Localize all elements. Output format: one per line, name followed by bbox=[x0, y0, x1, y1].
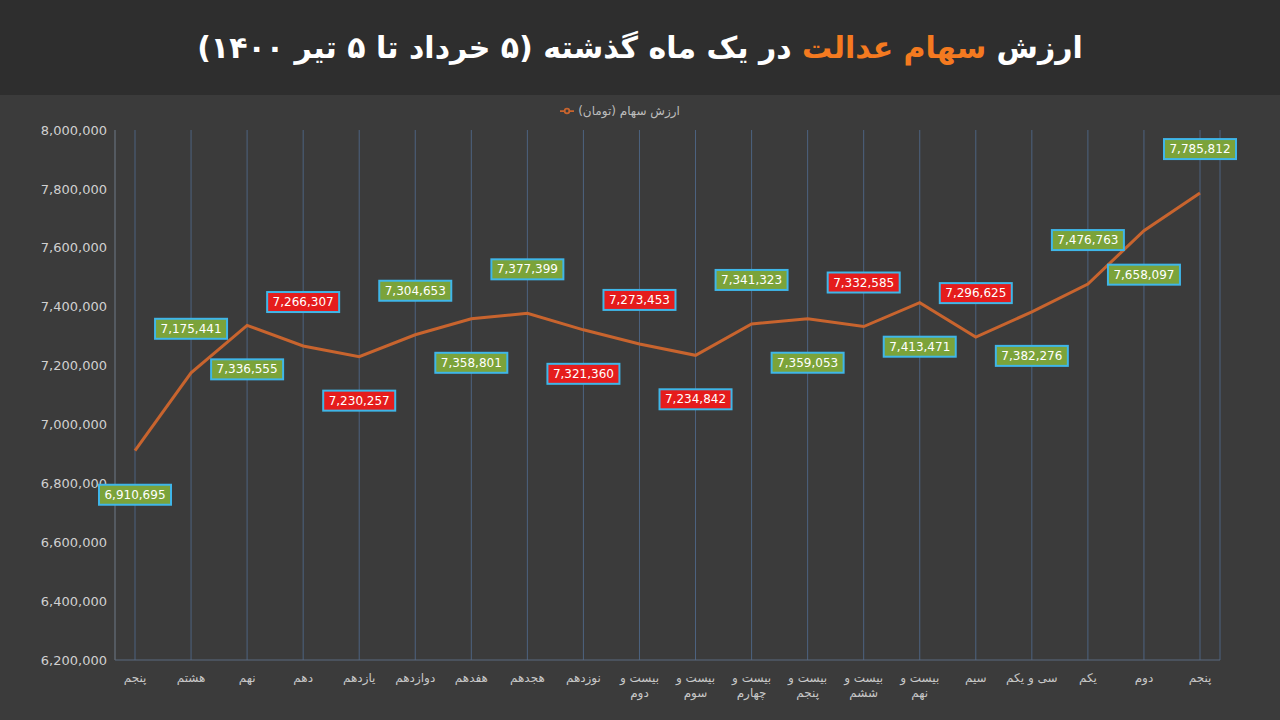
svg-text:بیست و: بیست و bbox=[675, 671, 715, 686]
svg-text:پنجم: پنجم bbox=[124, 671, 147, 685]
svg-text:یازدهم: یازدهم bbox=[343, 671, 375, 686]
svg-text:دهم: دهم bbox=[293, 671, 313, 685]
svg-text:بیست و: بیست و bbox=[843, 671, 883, 686]
svg-text:7,234,842: 7,234,842 bbox=[665, 392, 726, 406]
svg-text:یکم: یکم bbox=[1079, 671, 1097, 685]
svg-text:چهارم: چهارم bbox=[737, 686, 767, 701]
html-text:۵: ۵ bbox=[347, 30, 366, 65]
svg-text:7,341,323: 7,341,323 bbox=[721, 273, 782, 287]
svg-text:7,000,000: 7,000,000 bbox=[41, 417, 107, 432]
svg-text:6,600,000: 6,600,000 bbox=[41, 535, 107, 550]
svg-text:بیست و: بیست و bbox=[619, 671, 659, 686]
svg-text:7,413,471: 7,413,471 bbox=[889, 340, 950, 354]
svg-text:هشتم: هشتم bbox=[177, 671, 206, 685]
html-text:در: در bbox=[758, 30, 792, 65]
svg-text:پنجم: پنجم bbox=[796, 686, 819, 700]
svg-text:7,336,555: 7,336,555 bbox=[217, 362, 278, 376]
html-text:ارزش: ارزش bbox=[996, 30, 1083, 65]
svg-text:6,910,695: 6,910,695 bbox=[104, 488, 165, 502]
html-text:خرداد: خرداد bbox=[409, 30, 491, 65]
svg-text:7,359,053: 7,359,053 bbox=[777, 356, 838, 370]
svg-text:7,230,257: 7,230,257 bbox=[329, 394, 390, 408]
svg-text:7,400,000: 7,400,000 bbox=[41, 299, 107, 314]
html-text:تیر: تیر bbox=[294, 30, 337, 65]
html-text:ارزش سهام (تومان): ارزش سهام (تومان) bbox=[578, 104, 680, 118]
svg-text:سوم: سوم bbox=[684, 686, 708, 701]
svg-text:7,321,360: 7,321,360 bbox=[553, 367, 614, 381]
svg-text:7,296,625: 7,296,625 bbox=[945, 286, 1006, 300]
svg-text:7,600,000: 7,600,000 bbox=[41, 240, 107, 255]
svg-text:7,332,585: 7,332,585 bbox=[833, 276, 894, 290]
svg-text:6,800,000: 6,800,000 bbox=[41, 476, 107, 491]
svg-text:7,304,653: 7,304,653 bbox=[385, 284, 446, 298]
html-text:عدالت: عدالت bbox=[802, 30, 894, 65]
svg-text:سیم: سیم bbox=[965, 671, 987, 685]
svg-text:7,377,399: 7,377,399 bbox=[497, 262, 558, 276]
svg-text:7,200,000: 7,200,000 bbox=[41, 358, 107, 373]
html-text:گذشته: گذشته bbox=[543, 30, 638, 65]
svg-text:7,266,307: 7,266,307 bbox=[273, 295, 334, 309]
svg-text:7,785,812: 7,785,812 bbox=[1169, 142, 1230, 156]
svg-text:هجدهم: هجدهم bbox=[510, 671, 545, 685]
svg-text:دوازدهم: دوازدهم bbox=[395, 671, 435, 686]
html-text:ماه: ماه bbox=[648, 30, 696, 65]
html-text:یک: یک bbox=[706, 30, 749, 65]
svg-text:7,273,453: 7,273,453 bbox=[609, 293, 670, 307]
svg-text:بیست و: بیست و bbox=[731, 671, 771, 686]
svg-text:7,476,763: 7,476,763 bbox=[1057, 233, 1118, 247]
svg-text:نهم: نهم bbox=[239, 671, 256, 685]
html-text:(۵: (۵ bbox=[500, 30, 533, 65]
svg-text:ششم: ششم bbox=[849, 686, 878, 700]
svg-text:7,175,441: 7,175,441 bbox=[161, 322, 222, 336]
svg-text:بیست و: بیست و bbox=[787, 671, 827, 686]
svg-text:6,400,000: 6,400,000 bbox=[41, 594, 107, 609]
svg-text:7,358,801: 7,358,801 bbox=[441, 356, 502, 370]
svg-text:8,000,000: 8,000,000 bbox=[41, 123, 107, 138]
svg-text:سی و یکم: سی و یکم bbox=[1006, 671, 1057, 686]
svg-text:دوم: دوم bbox=[630, 686, 649, 701]
svg-text:نهم: نهم bbox=[911, 686, 928, 700]
svg-text:پنجم: پنجم bbox=[1189, 671, 1212, 685]
svg-text:نوزدهم: نوزدهم bbox=[566, 671, 601, 686]
svg-text:6,200,000: 6,200,000 bbox=[41, 653, 107, 668]
svg-text:بیست و: بیست و bbox=[899, 671, 939, 686]
svg-text:7,658,097: 7,658,097 bbox=[1113, 268, 1174, 282]
svg-text:7,382,276: 7,382,276 bbox=[1001, 349, 1062, 363]
svg-text:دوم: دوم bbox=[1135, 671, 1154, 686]
html-text:تا: تا bbox=[376, 30, 399, 65]
html-text:۱۴۰۰): ۱۴۰۰) bbox=[197, 30, 285, 65]
svg-text:7,800,000: 7,800,000 bbox=[41, 182, 107, 197]
svg-text:هفدهم: هفدهم bbox=[455, 671, 488, 685]
html-text:سهام: سهام bbox=[903, 30, 987, 65]
